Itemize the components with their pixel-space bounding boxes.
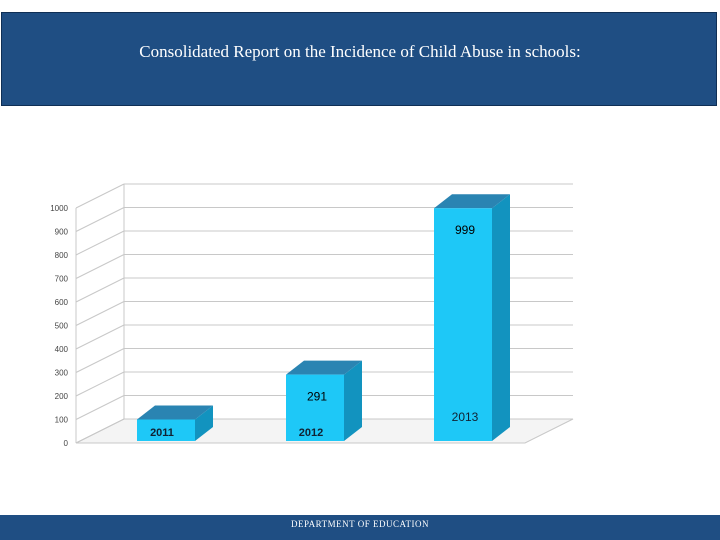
footer-bar: DEPARTMENT OF EDUCATION	[0, 515, 720, 540]
gridline-side	[75, 230, 125, 256]
y-tick-label: 300	[55, 369, 69, 378]
y-tick-label: 0	[64, 439, 69, 448]
bar-top	[137, 405, 213, 420]
y-tick-label: 700	[55, 275, 69, 284]
y-tick-label: 500	[55, 322, 69, 331]
y-tick-label: 400	[55, 345, 69, 354]
gridline-side	[75, 348, 125, 373]
gridline-side	[75, 183, 125, 209]
gridline-side	[75, 418, 125, 444]
y-tick-label: 200	[55, 392, 69, 401]
y-tick-label: 600	[55, 298, 69, 307]
y-tick-label: 100	[55, 416, 69, 425]
bar	[137, 419, 195, 441]
x-category-label: 2012	[299, 427, 323, 439]
x-category-label: 2011	[150, 427, 174, 439]
gridline-side	[75, 395, 125, 420]
gridline-side	[75, 324, 125, 350]
gridline-side	[75, 254, 125, 279]
chart-container: 0 100 200 300 400 500 600 700 800 900 1000 2011 2012…	[0, 150, 720, 470]
x-category-label: 2013	[452, 410, 479, 424]
footer-text: DEPARTMENT OF EDUCATION	[291, 519, 429, 529]
bar	[434, 208, 492, 441]
gridline-side	[75, 277, 125, 303]
bar	[286, 374, 344, 441]
bar-side	[344, 360, 362, 441]
y-tick-label: 900	[55, 228, 69, 237]
bar-side	[492, 194, 510, 441]
bar-top	[286, 360, 362, 375]
bar-top	[434, 194, 510, 209]
y-tick-label: 800	[55, 251, 69, 260]
gridline-side	[75, 371, 125, 397]
y-tick-label: 1000	[50, 204, 68, 213]
bar-side	[195, 405, 213, 441]
gridline-side	[75, 207, 125, 232]
page-title: Consolidated Report on the Incidence of …	[139, 42, 581, 61]
data-label: 291	[307, 390, 327, 404]
gridline-side	[75, 301, 125, 326]
data-label: 999	[455, 223, 475, 237]
header-banner: Consolidated Report on the Incidence of …	[1, 12, 717, 106]
bar-chart: 0 100 200 300 400 500 600 700 800 900 1000 2011 2012…	[50, 183, 574, 448]
